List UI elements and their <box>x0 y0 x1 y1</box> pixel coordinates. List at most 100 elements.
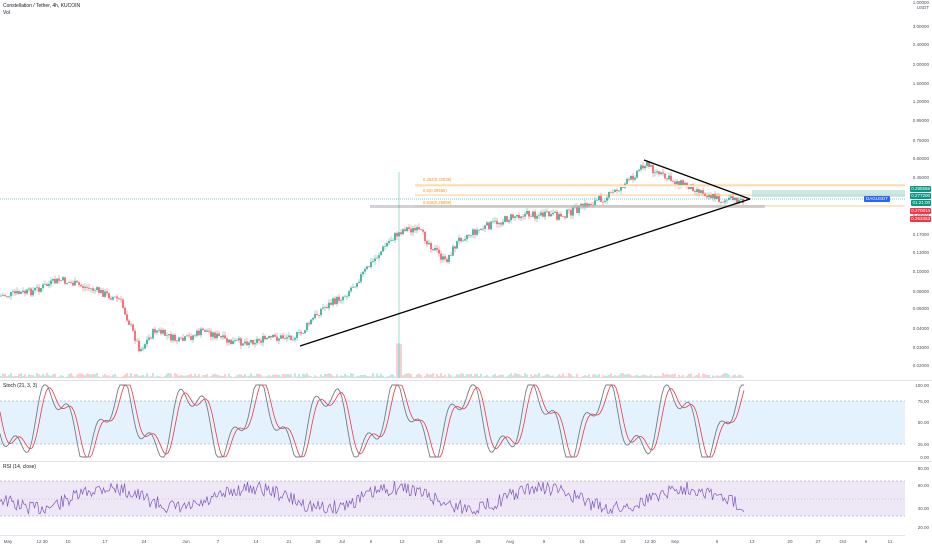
candle <box>734 197 736 200</box>
candle <box>36 287 38 289</box>
volume-bar <box>720 375 722 378</box>
volume-bar <box>396 343 398 378</box>
time-axis-label: 24 <box>141 539 147 544</box>
volume-bar <box>236 375 238 378</box>
volume-bar <box>240 374 242 378</box>
volume-bar <box>156 375 158 378</box>
price-pane[interactable]: Constellation / Tether, 4h, KUCOIN Vol 0… <box>0 0 905 380</box>
candle <box>448 254 450 262</box>
rsi-chart[interactable] <box>0 462 905 535</box>
volume-bar <box>614 375 616 378</box>
volume-bar <box>570 374 572 378</box>
candle <box>48 284 50 286</box>
volume-bar <box>618 375 620 378</box>
volume-bar <box>332 375 334 378</box>
volume-bar <box>318 376 320 378</box>
stoch-axis[interactable]: 100.00 75.00 50.00 25.00 0.00 <box>905 381 932 461</box>
volume-bar <box>462 373 464 378</box>
volume-bar <box>22 376 24 378</box>
volume-bar <box>300 376 302 378</box>
candle <box>646 162 648 166</box>
volume-bar <box>588 374 590 378</box>
candle <box>282 335 284 339</box>
volume-bar <box>122 376 124 378</box>
pane-separator-2[interactable] <box>0 461 932 462</box>
candle <box>10 291 12 297</box>
candle <box>506 216 508 222</box>
volume-bar <box>46 373 48 378</box>
volume-bar <box>552 375 554 378</box>
stoch-legend[interactable]: Stoch (21, 3, 3) <box>3 383 38 389</box>
volume-bar <box>686 375 688 378</box>
ascending-trendline[interactable] <box>299 198 751 347</box>
volume-bar <box>406 373 408 378</box>
candle <box>22 290 24 293</box>
candle <box>150 337 152 339</box>
volume-bar <box>726 373 728 378</box>
candle <box>152 329 154 339</box>
volume-bar <box>302 373 304 378</box>
volume-bar <box>534 374 536 378</box>
candle <box>364 268 366 272</box>
volume-bar <box>454 376 456 378</box>
rsi-legend[interactable]: RSI (14, close) <box>3 464 37 470</box>
candle <box>392 240 394 241</box>
candle <box>568 209 570 211</box>
time-axis[interactable]: May 12:30 10 17 24 Jun 7 14 21 28 Jul 6 12 19 26 Aug 9 16… <box>0 535 905 551</box>
candle <box>722 202 724 203</box>
candle <box>300 332 302 334</box>
candle <box>362 271 364 275</box>
volume-bar <box>664 374 666 378</box>
volume-bar <box>704 374 706 378</box>
candle <box>236 340 238 341</box>
volume-bar <box>36 373 38 378</box>
candle <box>256 339 258 344</box>
stoch-pane[interactable]: Stoch (21, 3, 3) <box>0 381 905 461</box>
volume-bar <box>712 375 714 378</box>
volume-bar <box>464 376 466 378</box>
stoch-chart[interactable] <box>0 381 905 461</box>
volume-legend[interactable]: Vol <box>3 10 10 16</box>
volume-bar <box>68 373 70 378</box>
pane-separator[interactable] <box>0 380 932 381</box>
volume-bar <box>416 374 418 378</box>
volume-bar <box>626 374 628 378</box>
time-axis-label: 7 <box>216 539 220 544</box>
volume-bar <box>34 376 36 378</box>
symbol-title[interactable]: Constellation / Tether, 4h, KUCOIN <box>3 3 81 9</box>
rsi-axis[interactable]: 80.00 60.00 40.00 20.00 <box>905 462 932 535</box>
price-chart[interactable] <box>0 0 905 380</box>
time-axis-label: 20 <box>787 539 793 544</box>
price-axis[interactable]: 1.00000 USDT 3.00000 2.40000 2.00000 1.5000… <box>905 0 932 380</box>
volume-bar <box>590 376 592 378</box>
candle <box>702 190 704 194</box>
volume-bar <box>104 374 106 378</box>
volume-bar <box>522 376 524 378</box>
candle <box>102 290 104 297</box>
volume-bar <box>322 376 324 378</box>
volume-bar <box>14 375 16 378</box>
candle <box>560 213 562 217</box>
candle <box>442 256 444 260</box>
volume-bar <box>430 374 432 378</box>
candle <box>490 221 492 230</box>
candle <box>410 228 412 233</box>
volume-bar <box>680 376 682 378</box>
volume-bar <box>630 375 632 378</box>
volume-bar <box>130 373 132 378</box>
volume-bar <box>476 373 478 378</box>
rsi-pane[interactable]: RSI (14, close) <box>0 462 905 535</box>
price-axis-label: 0.45000 <box>912 175 929 181</box>
candle <box>66 282 68 284</box>
candle <box>714 194 716 199</box>
volume-bar <box>70 373 72 378</box>
descending-trendline[interactable] <box>643 159 751 200</box>
candle <box>324 307 326 308</box>
volume-bar <box>730 376 732 378</box>
volume-bar <box>666 373 668 378</box>
volume-bar <box>554 376 556 378</box>
candle <box>182 337 184 341</box>
candle <box>200 328 202 336</box>
volume-bar <box>438 375 440 378</box>
candle <box>626 178 628 184</box>
